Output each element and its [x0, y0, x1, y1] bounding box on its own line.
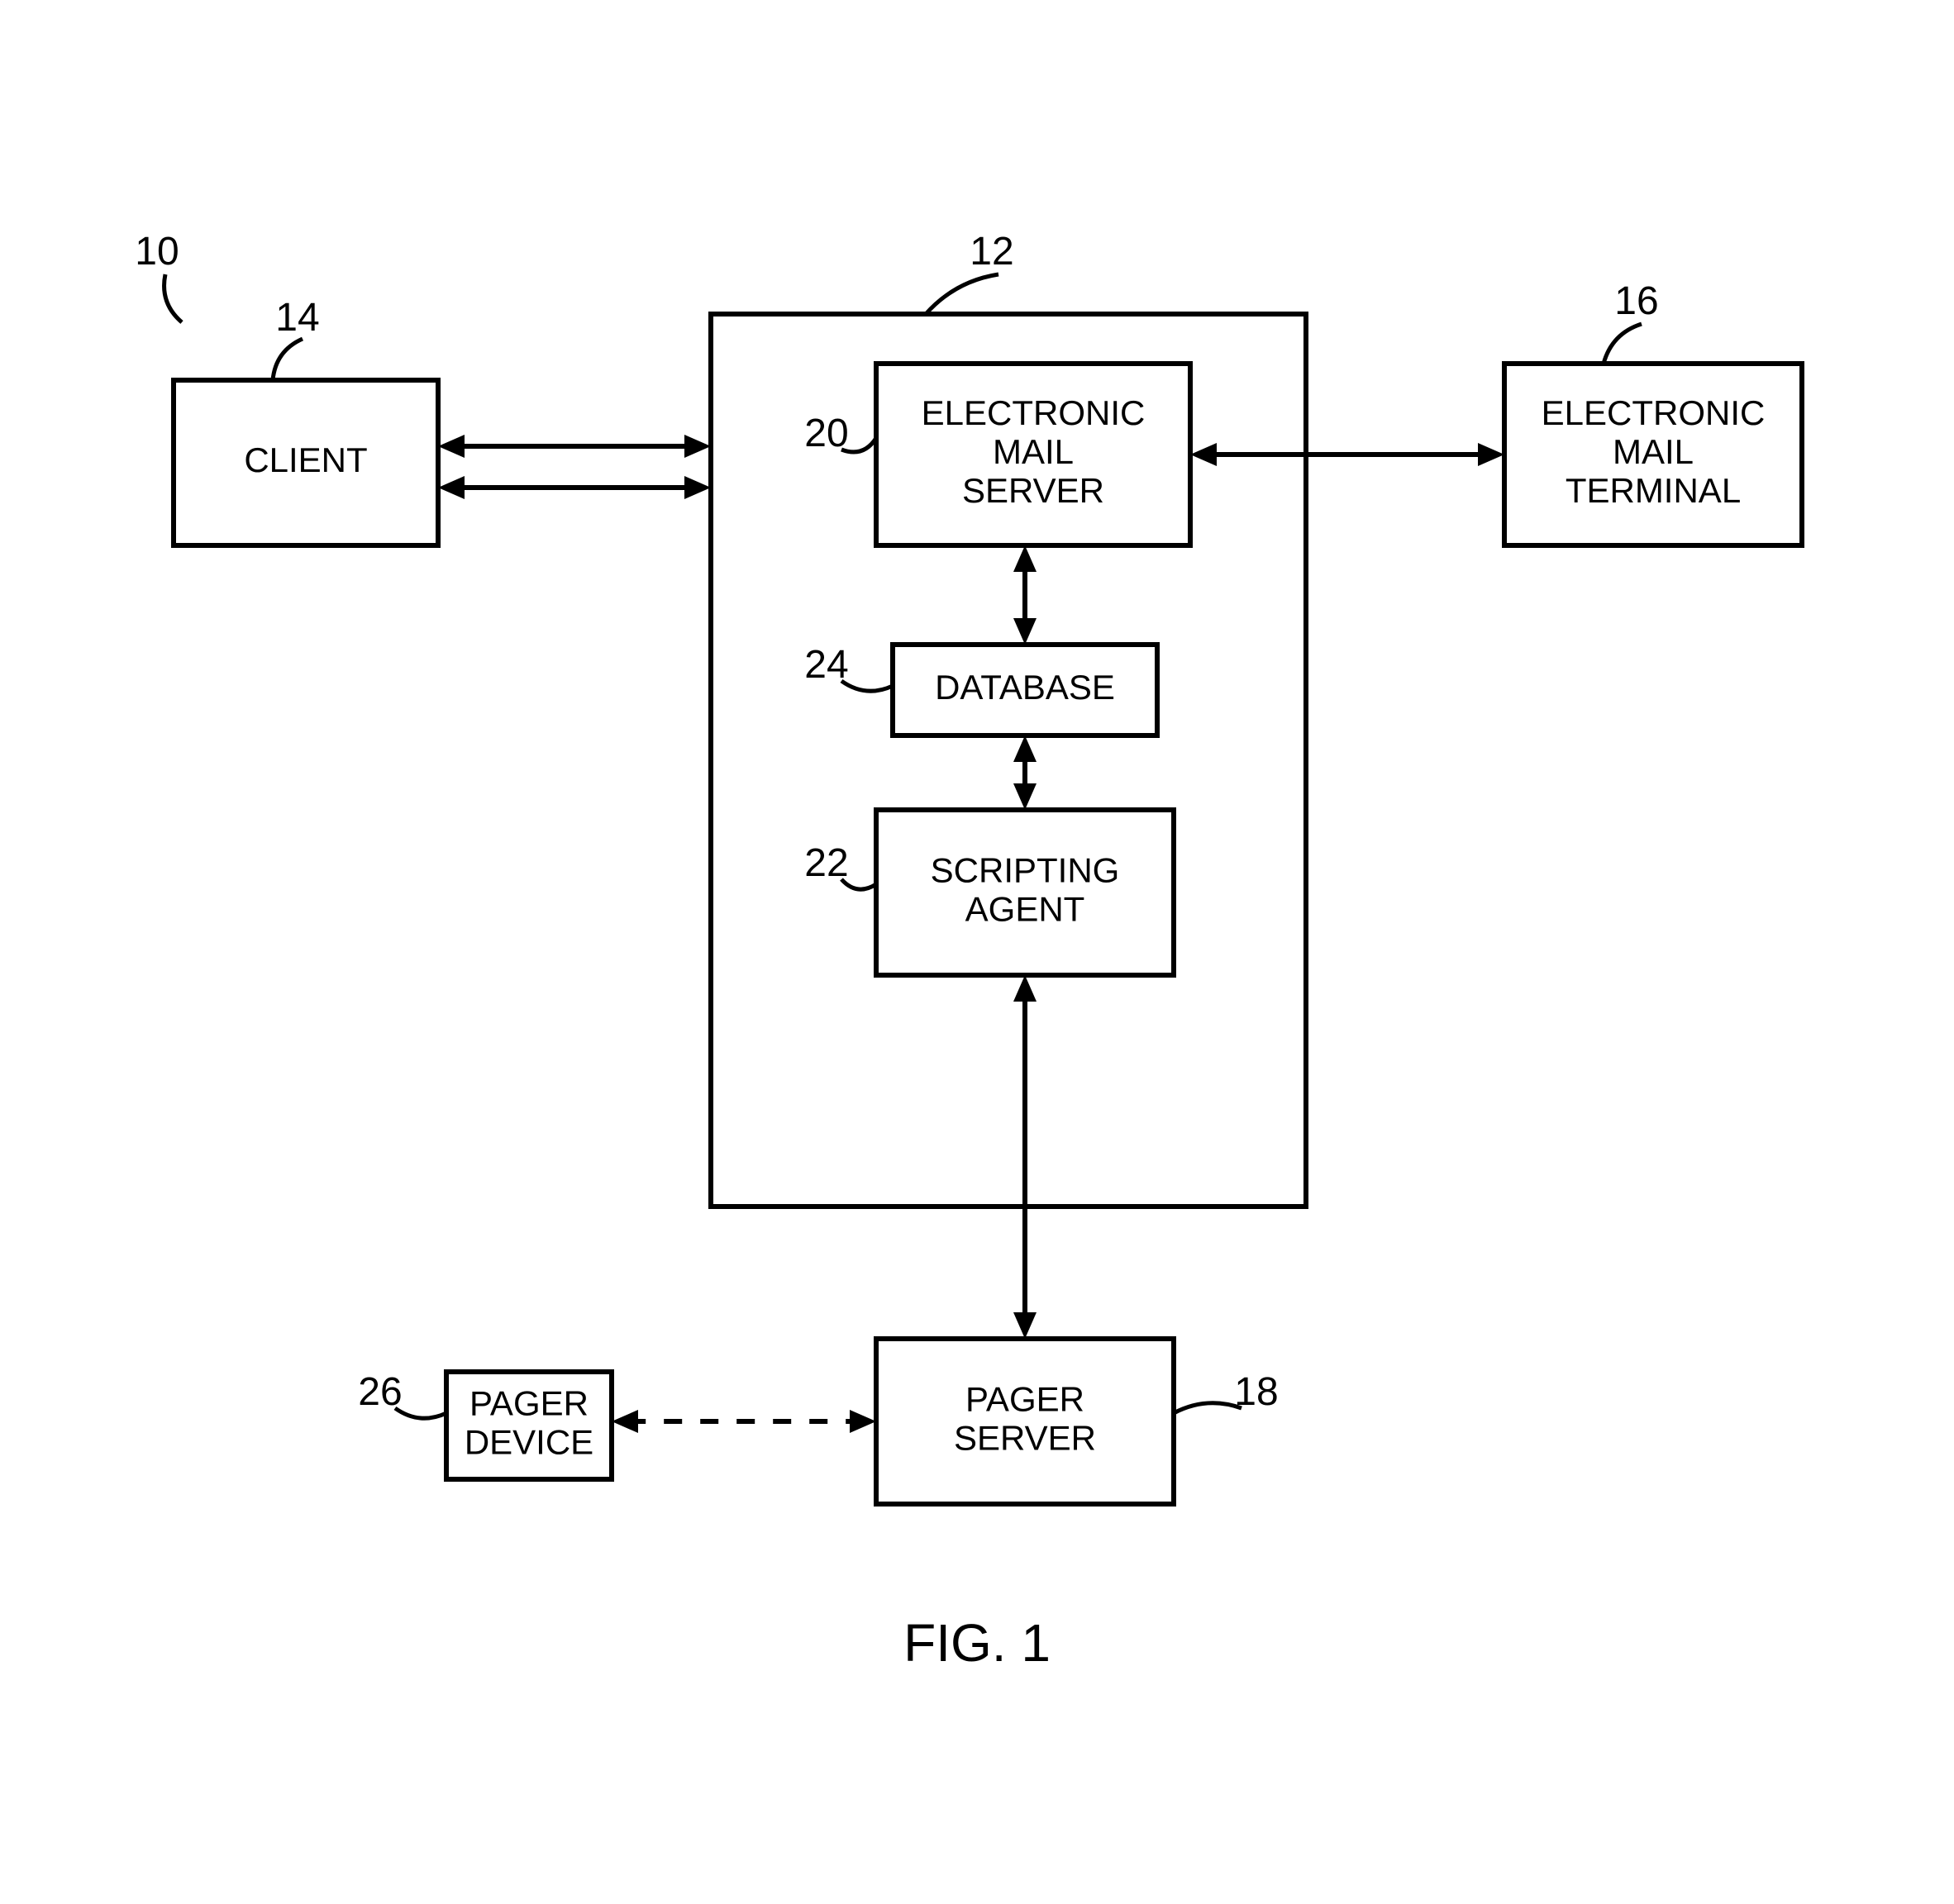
node-script-label-1: AGENT [965, 890, 1085, 929]
node-emserver: ELECTRONICMAILSERVER [876, 364, 1190, 545]
edge-emserver_db [1013, 545, 1037, 645]
node-client: CLIENT [174, 380, 438, 545]
leader-18 [1174, 1403, 1242, 1413]
node-pserver-label-0: PAGER [965, 1380, 1084, 1419]
figure-caption: FIG. 1 [903, 1613, 1051, 1673]
node-script: SCRIPTINGAGENT [876, 810, 1174, 975]
edge-client_container_b [438, 476, 711, 499]
node-emterm-label-2: TERMINAL [1566, 471, 1741, 510]
edge-pdevice_pserver [612, 1410, 876, 1433]
node-emterm-label-1: MAIL [1613, 432, 1694, 471]
edge-db_script [1013, 735, 1037, 810]
node-emterm: ELECTRONICMAILTERMINAL [1504, 364, 1802, 545]
ref-14: 14 [275, 296, 319, 340]
edge-emserver_emterm [1190, 443, 1504, 466]
node-db: DATABASE [893, 645, 1157, 735]
ref-12: 12 [970, 230, 1013, 274]
node-db-label-0: DATABASE [935, 668, 1115, 707]
ref-22: 22 [804, 841, 848, 885]
leader-14 [273, 339, 303, 380]
leader-26 [395, 1408, 446, 1418]
node-emserver-label-2: SERVER [962, 471, 1104, 510]
leader-16 [1604, 324, 1642, 364]
leader-24 [841, 681, 893, 691]
node-script-label-0: SCRIPTING [931, 851, 1120, 890]
ref-10: 10 [135, 230, 179, 274]
node-emterm-label-0: ELECTRONIC [1542, 393, 1766, 432]
node-emserver-label-0: ELECTRONIC [922, 393, 1146, 432]
ref-16: 16 [1614, 279, 1658, 323]
edge-client_container_a [438, 435, 711, 458]
node-client-label-0: CLIENT [244, 440, 367, 479]
node-pdevice-label-1: DEVICE [465, 1423, 593, 1462]
leader-12 [926, 274, 998, 314]
node-pserver: PAGERSERVER [876, 1339, 1174, 1504]
node-pserver-label-1: SERVER [954, 1419, 1096, 1458]
edge-script_pserver [1013, 975, 1037, 1339]
node-pdevice-label-0: PAGER [469, 1384, 589, 1423]
leader-10 [164, 274, 182, 322]
node-emserver-label-1: MAIL [993, 432, 1074, 471]
node-pdevice: PAGERDEVICE [446, 1372, 612, 1479]
